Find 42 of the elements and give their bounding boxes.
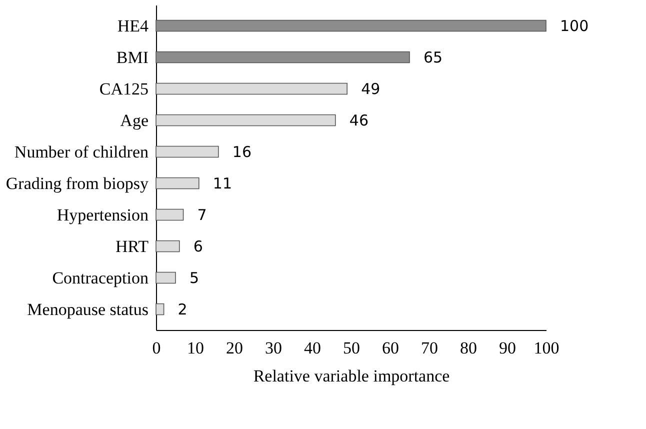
x-tick-label: 0 (152, 338, 161, 358)
bar (156, 208, 184, 221)
data-label: 49 (361, 80, 380, 98)
y-tick-label: Menopause status (27, 300, 148, 319)
x-tick-label: 30 (265, 338, 282, 358)
data-label: 11 (212, 174, 232, 192)
x-tick-label: 10 (187, 338, 204, 358)
y-tick-label: CA125 (99, 79, 148, 98)
bar (156, 20, 546, 32)
x-tick-label: 80 (460, 338, 477, 358)
x-tick-label: 60 (382, 338, 399, 358)
y-tick-label: Age (120, 110, 148, 130)
bar (156, 240, 180, 252)
y-tick-label: Contraception (52, 268, 149, 288)
bar (156, 177, 200, 190)
data-label: 2 (178, 300, 188, 318)
y-tick-label: HRT (116, 236, 150, 256)
y-tick-label: Grading from biopsy (6, 174, 149, 193)
y-tick-label: BMI (116, 48, 149, 67)
x-tick-label: 20 (226, 338, 243, 358)
x-tick-label: 100 (534, 338, 560, 358)
data-label: 65 (424, 48, 443, 66)
x-tick-label: 90 (499, 338, 516, 358)
bar (156, 303, 164, 316)
x-tick-label: 70 (421, 338, 438, 358)
x-axis-title: Relative variable importance (253, 366, 450, 386)
data-label: 100 (560, 16, 589, 35)
data-label: 5 (190, 268, 200, 287)
bar (156, 82, 348, 95)
y-tick-label: HE4 (117, 16, 149, 36)
data-label: 46 (349, 111, 368, 130)
bar (156, 114, 336, 126)
data-label: 6 (193, 237, 203, 256)
y-tick-label: Number of children (14, 142, 149, 162)
y-tick-label: Hypertension (56, 205, 149, 224)
bar (156, 272, 176, 284)
x-tick-label: 50 (343, 338, 360, 358)
data-label: 7 (197, 206, 207, 224)
bar (156, 146, 219, 158)
data-label: 16 (232, 142, 252, 161)
x-tick-label: 40 (304, 338, 321, 358)
bar (156, 51, 410, 64)
